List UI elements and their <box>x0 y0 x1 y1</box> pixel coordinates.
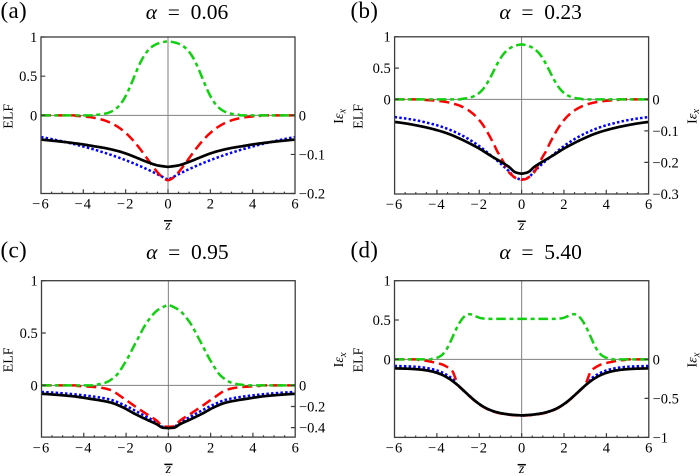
svg-text:−4: −4 <box>428 441 446 457</box>
svg-text:α = 0.23: α = 0.23 <box>499 0 582 24</box>
svg-text:(d): (d) <box>351 237 379 262</box>
svg-text:0.5: 0.5 <box>19 69 37 85</box>
svg-text:0: 0 <box>518 197 525 213</box>
svg-text:(a): (a) <box>1 0 27 23</box>
svg-text:ELF: ELF <box>1 104 16 129</box>
svg-text:−0.1: −0.1 <box>652 124 678 140</box>
svg-text:z: z <box>518 219 525 234</box>
svg-text:−0.5: −0.5 <box>653 391 679 407</box>
svg-text:−1: −1 <box>653 430 668 446</box>
svg-text:0: 0 <box>299 108 306 124</box>
svg-text:0.5: 0.5 <box>373 313 391 329</box>
svg-text:ELF: ELF <box>351 104 366 129</box>
svg-text:−4: −4 <box>75 440 93 456</box>
svg-text:−0.3: −0.3 <box>652 187 678 203</box>
svg-text:ELF: ELF <box>1 347 16 372</box>
svg-text:−0.2: −0.2 <box>299 399 325 415</box>
svg-text:2: 2 <box>560 441 567 457</box>
svg-text:2: 2 <box>207 197 214 213</box>
svg-text:0: 0 <box>30 378 37 394</box>
svg-text:0: 0 <box>164 197 171 213</box>
svg-text:6: 6 <box>292 440 299 456</box>
svg-text:0: 0 <box>653 352 660 368</box>
svg-text:0: 0 <box>518 441 525 457</box>
svg-text:−4: −4 <box>75 197 93 213</box>
svg-text:−0.2: −0.2 <box>652 155 678 171</box>
svg-text:6: 6 <box>645 197 652 213</box>
svg-text:2: 2 <box>207 440 214 456</box>
svg-text:−4: −4 <box>428 197 446 213</box>
svg-text:−2: −2 <box>117 197 135 213</box>
svg-text:ELF: ELF <box>351 347 366 372</box>
svg-text:0.5: 0.5 <box>20 326 38 342</box>
svg-text:−6: −6 <box>386 441 404 457</box>
svg-text:4: 4 <box>603 197 611 213</box>
svg-text:α = 0.95: α = 0.95 <box>146 240 229 264</box>
svg-text:0: 0 <box>299 378 306 394</box>
svg-text:−2: −2 <box>470 197 488 213</box>
svg-text:0.5: 0.5 <box>373 61 391 77</box>
svg-text:0: 0 <box>165 440 172 456</box>
svg-text:−6: −6 <box>33 440 51 456</box>
svg-text:2: 2 <box>560 197 567 213</box>
svg-text:−2: −2 <box>117 440 135 456</box>
svg-text:0: 0 <box>30 108 37 124</box>
svg-text:0: 0 <box>383 352 390 368</box>
svg-text:z: z <box>165 462 172 476</box>
svg-text:z: z <box>164 218 171 233</box>
svg-text:−0.1: −0.1 <box>299 147 325 163</box>
svg-text:−2: −2 <box>470 441 488 457</box>
svg-text:4: 4 <box>249 197 257 213</box>
svg-text:1: 1 <box>384 30 391 46</box>
svg-text:α = 5.40: α = 5.40 <box>499 240 582 264</box>
svg-text:α = 0.06: α = 0.06 <box>146 0 229 24</box>
svg-text:−6: −6 <box>32 197 50 213</box>
svg-text:1: 1 <box>30 30 37 46</box>
svg-text:0: 0 <box>652 92 659 108</box>
svg-text:0: 0 <box>384 92 391 108</box>
svg-text:z: z <box>518 462 525 476</box>
svg-text:6: 6 <box>291 197 298 213</box>
svg-text:(b): (b) <box>351 0 379 23</box>
svg-text:4: 4 <box>249 440 257 456</box>
svg-text:−0.2: −0.2 <box>299 186 325 202</box>
svg-text:−0.4: −0.4 <box>299 421 326 437</box>
svg-text:1: 1 <box>383 274 390 290</box>
svg-text:(c): (c) <box>1 237 27 262</box>
svg-text:6: 6 <box>645 441 652 457</box>
svg-text:−6: −6 <box>386 197 404 213</box>
svg-text:4: 4 <box>603 441 611 457</box>
svg-text:1: 1 <box>30 274 37 290</box>
